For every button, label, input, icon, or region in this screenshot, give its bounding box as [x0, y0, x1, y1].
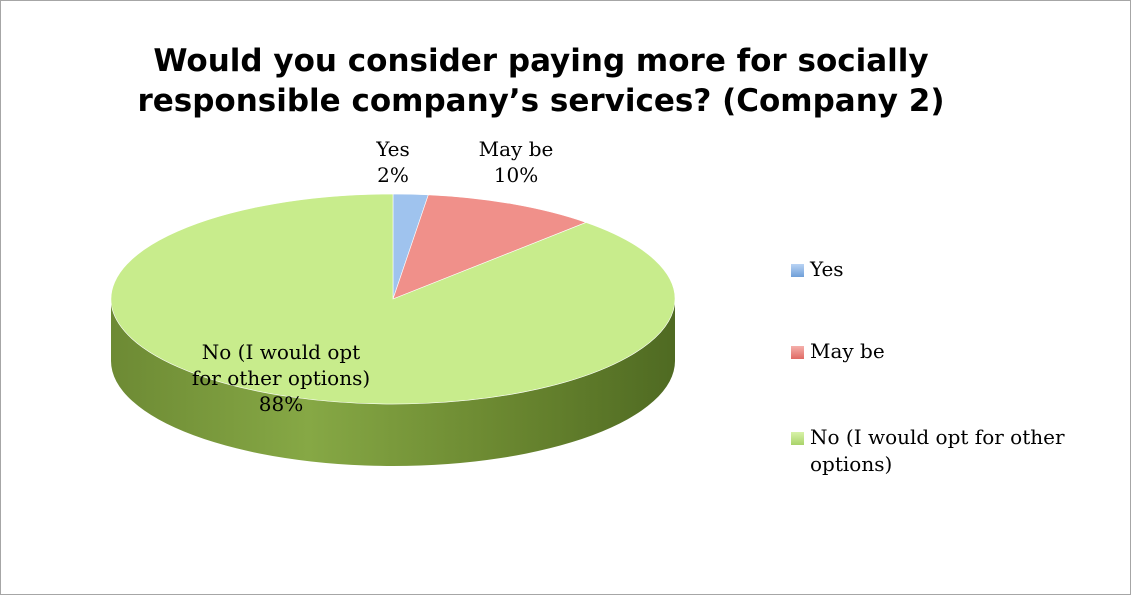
- legend-item-may-be: May be: [791, 338, 885, 365]
- legend-item-yes: Yes: [791, 256, 844, 283]
- data-label-no-line-2: for other options): [191, 366, 371, 390]
- legend-swatch-yes: [791, 264, 804, 277]
- legend-label-no-line-1: No (I would opt for other: [810, 425, 1065, 449]
- data-label-yes: Yes 2%: [353, 136, 433, 188]
- data-label-may-be-name: May be: [478, 137, 554, 161]
- chart-title: Would you consider paying more for socia…: [101, 41, 981, 121]
- legend-item-no: No (I would opt for other options): [791, 424, 1065, 478]
- pie-side-wall: [111, 299, 675, 466]
- data-label-yes-value: 2%: [377, 163, 409, 187]
- legend-swatch-no: [791, 432, 804, 445]
- legend-label-may-be: May be: [810, 339, 885, 363]
- chart-title-line-1: Would you consider paying more for socia…: [153, 43, 929, 79]
- legend-label-yes: Yes: [810, 257, 844, 281]
- data-label-yes-name: Yes: [376, 137, 410, 161]
- data-label-may-be: May be 10%: [461, 136, 571, 188]
- chart-title-line-2: responsible company’s services? (Company…: [137, 83, 945, 119]
- data-label-no: No (I would opt for other options) 88%: [151, 339, 411, 417]
- legend-label-no-line-2: options): [810, 452, 893, 476]
- data-label-no-line-1: No (I would opt: [201, 340, 361, 364]
- pie-slice-no: [110, 193, 676, 405]
- legend-swatch-may-be: [791, 346, 804, 359]
- data-label-no-value: 88%: [258, 392, 304, 416]
- data-label-may-be-value: 10%: [493, 163, 539, 187]
- pie-slice-may: [392, 194, 587, 300]
